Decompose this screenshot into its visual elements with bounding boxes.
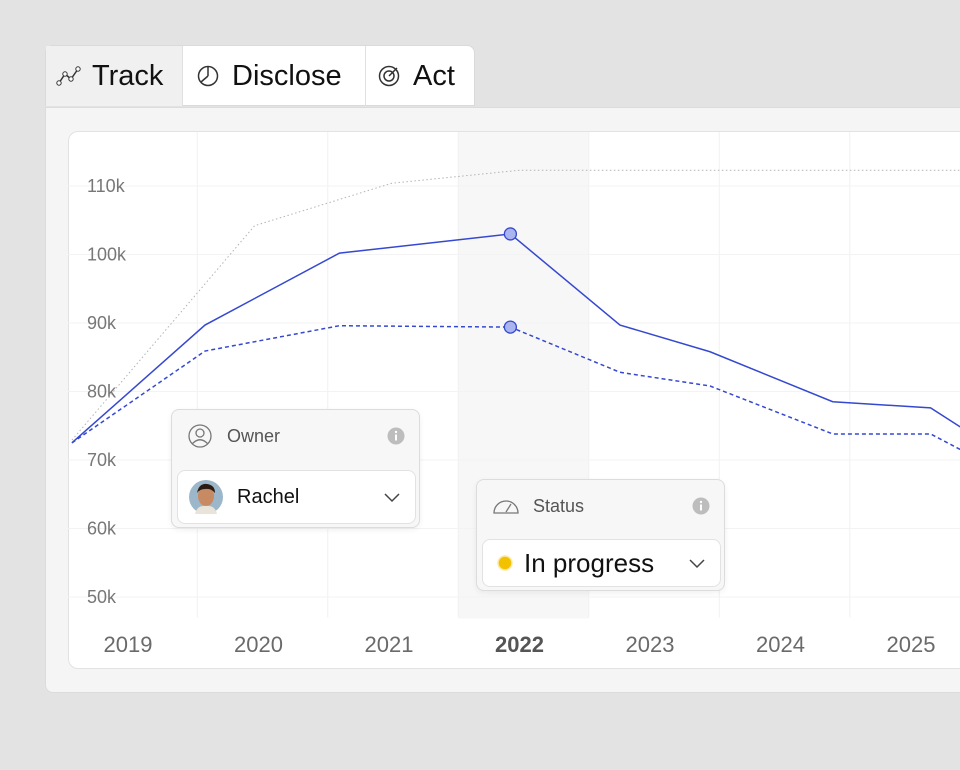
y-tick-label: 110k: [87, 176, 126, 196]
icon: [493, 500, 519, 514]
tab[interactable]: Track: [46, 46, 183, 106]
owner-value: Rachel: [237, 485, 300, 508]
x-tick-label: 2020: [234, 632, 283, 657]
x-tick-label: 2022: [495, 632, 544, 657]
tab-label: Act: [413, 59, 455, 92]
status-card: Status In progress: [476, 479, 725, 591]
x-tick-label: 2024: [756, 632, 805, 657]
owner-header: Owner: [172, 410, 419, 462]
owner-card: Owner Rachel: [171, 409, 420, 528]
status-dropdown[interactable]: In progress: [482, 539, 721, 587]
icon: [188, 424, 212, 448]
tab-label: Track: [92, 59, 164, 92]
status-value: In progress: [524, 547, 655, 578]
y-tick-label: 50k: [87, 587, 117, 607]
series-line: [71, 233, 960, 444]
info-icon[interactable]: [387, 427, 405, 445]
owner-dropdown[interactable]: Rachel: [177, 470, 416, 524]
point-marker: [503, 227, 518, 241]
y-tick-label: 70k: [87, 450, 117, 470]
tab-bar: Track Disclose Act: [45, 45, 475, 106]
status-header: Status: [477, 480, 724, 532]
x-tick-label: 2021: [365, 632, 414, 657]
status-label: Status: [533, 495, 585, 516]
series-line: [71, 324, 960, 451]
chevron: [384, 493, 400, 503]
x-tick-label: 2023: [626, 632, 675, 657]
x-tick-label: 2025: [887, 632, 936, 657]
y-tick-label: 60k: [87, 518, 117, 538]
tab[interactable]: Disclose: [182, 46, 366, 106]
owner-label: Owner: [227, 425, 281, 446]
icon: [378, 65, 400, 87]
status-dot: [497, 555, 513, 571]
tab-label: Disclose: [232, 59, 342, 92]
tab[interactable]: Act: [365, 46, 475, 106]
point-marker: [503, 320, 518, 334]
info-icon[interactable]: [692, 497, 710, 515]
icon: [197, 65, 219, 87]
y-tick-label: 90k: [87, 313, 117, 333]
chevron: [689, 559, 705, 569]
x-tick-label: 2019: [104, 632, 153, 657]
series-line: [71, 169, 960, 441]
y-tick-label: 80k: [87, 381, 117, 401]
avatar: [189, 480, 223, 514]
y-tick-label: 100k: [87, 244, 127, 264]
icon: [56, 66, 81, 86]
